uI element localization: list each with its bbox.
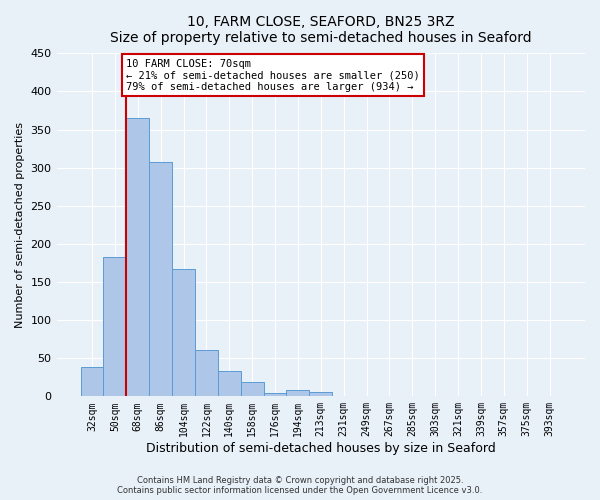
Bar [172,269,195,396]
X-axis label: Distribution of semi-detached houses by size in Seaford: Distribution of semi-detached houses by … [146,442,496,455]
Text: 10 FARM CLOSE: 70sqm
← 21% of semi-detached houses are smaller (250)
79% of semi: 10 FARM CLOSE: 70sqm ← 21% of semi-detac… [127,58,420,92]
Bar [149,162,172,396]
Bar [80,368,103,396]
Bar [195,350,218,397]
Bar [103,257,127,396]
Bar [218,371,241,396]
Bar [286,390,310,396]
Bar [310,392,332,396]
Title: 10, FARM CLOSE, SEAFORD, BN25 3RZ
Size of property relative to semi-detached hou: 10, FARM CLOSE, SEAFORD, BN25 3RZ Size o… [110,15,532,45]
Bar [127,118,149,396]
Bar [263,392,286,396]
Text: Contains HM Land Registry data © Crown copyright and database right 2025.
Contai: Contains HM Land Registry data © Crown c… [118,476,482,495]
Bar [241,382,263,396]
Y-axis label: Number of semi-detached properties: Number of semi-detached properties [15,122,25,328]
